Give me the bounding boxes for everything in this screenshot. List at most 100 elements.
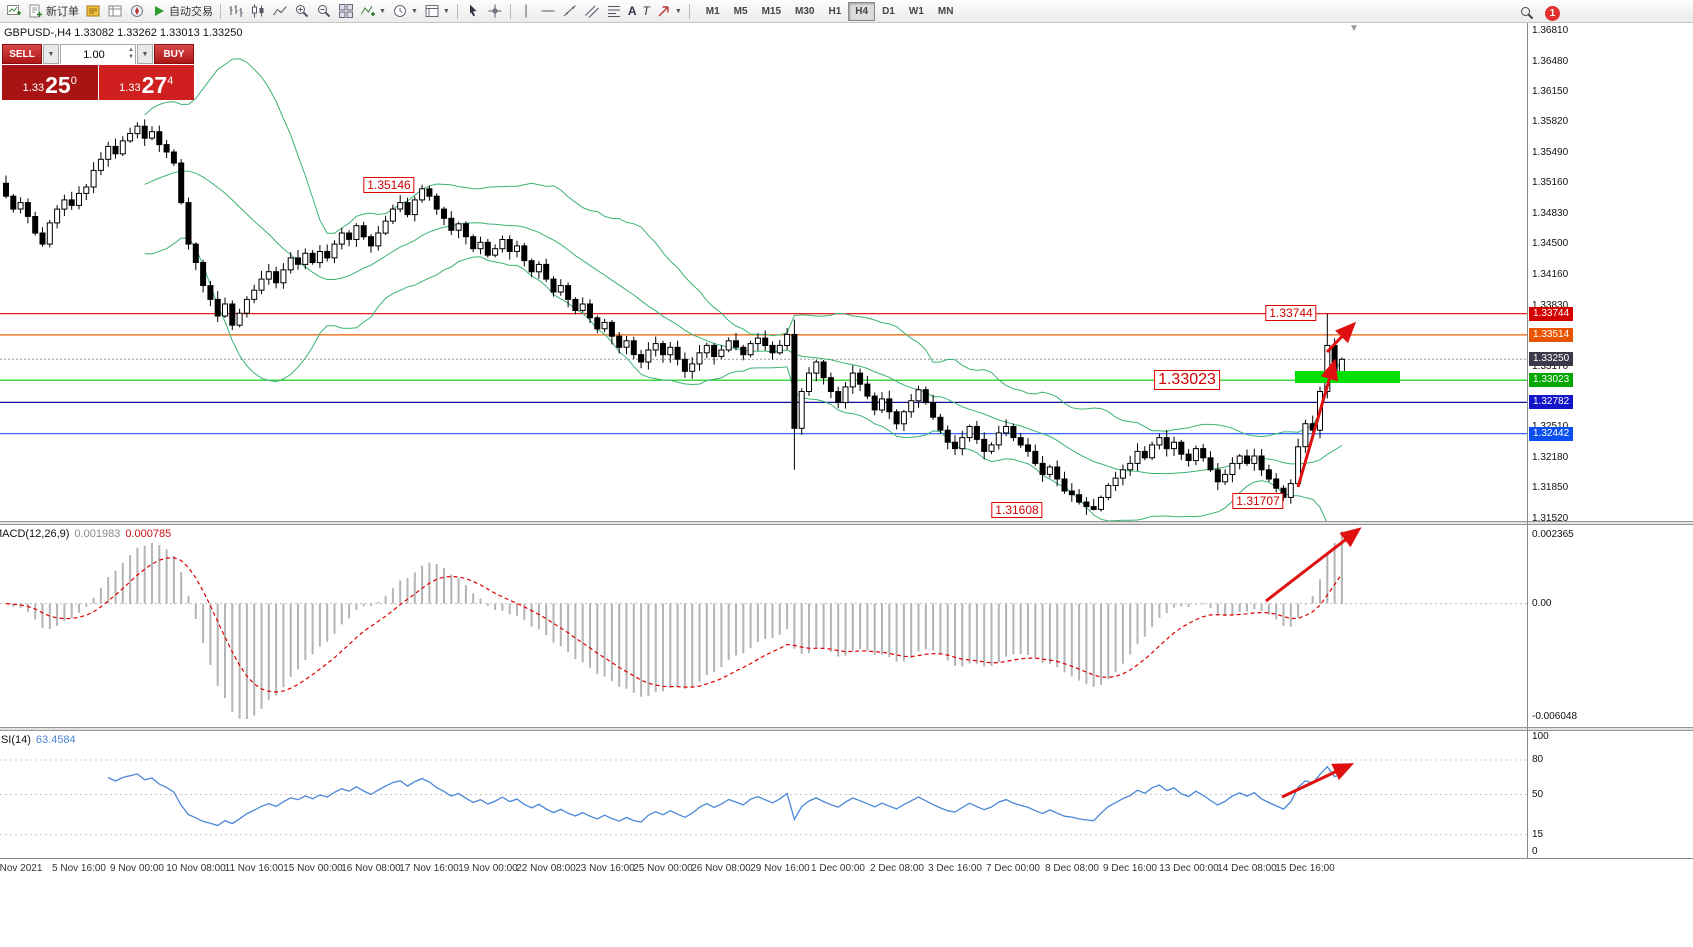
time-axis-label: 3 Dec 16:00: [928, 863, 982, 874]
candle-body: [973, 426, 980, 440]
candle-body: [1309, 423, 1316, 431]
new-chart-button[interactable]: [3, 1, 25, 21]
candle-body: [127, 133, 134, 142]
candle-body: [1251, 455, 1258, 464]
candle-body: [1258, 455, 1265, 471]
crosshair-button[interactable]: [484, 1, 506, 21]
candle-body: [506, 239, 513, 252]
tf-button-m30[interactable]: M30: [795, 5, 815, 17]
zoom-out-button[interactable]: [313, 1, 335, 21]
candle-body: [1244, 455, 1250, 464]
tf-button-m15[interactable]: M15: [761, 5, 782, 17]
candle-body: [251, 289, 258, 300]
candle-body: [1324, 344, 1331, 392]
chart-shift-marker[interactable]: ▼: [1349, 23, 1359, 34]
line-chart-button[interactable]: [269, 1, 291, 21]
text-label-button[interactable]: T: [639, 1, 652, 21]
candle-body: [214, 298, 221, 317]
sell-button[interactable]: SELL: [2, 44, 42, 64]
candle-body: [1200, 448, 1207, 459]
tf-button-d1[interactable]: D1: [882, 5, 895, 17]
candle-body: [594, 317, 601, 330]
chevron-down-icon: ▼: [442, 7, 450, 15]
navigator-button[interactable]: [126, 1, 148, 21]
price-chart[interactable]: [0, 23, 1527, 521]
candle-body: [375, 232, 382, 247]
candle-body: [922, 389, 929, 404]
time-axis[interactable]: Nov 2021 5 Nov 16:00 9 Nov 00:00 10 Nov 08:…: [0, 858, 1693, 879]
panel-splitter[interactable]: [0, 521, 1693, 525]
horizontal-line-button[interactable]: [537, 1, 559, 21]
macd-panel[interactable]: [0, 525, 1527, 727]
tf-button-h4[interactable]: H4: [848, 1, 876, 21]
candle-body: [229, 303, 236, 326]
zoom-in-button[interactable]: [291, 1, 313, 21]
tf-button-m5[interactable]: M5: [733, 5, 748, 17]
indicators-button[interactable]: ▼: [357, 1, 389, 21]
data-window-button[interactable]: [104, 1, 126, 21]
annotation-price-label[interactable]: 1.35146: [363, 177, 415, 193]
market-watch-button[interactable]: [82, 1, 104, 21]
candle-body: [192, 243, 199, 264]
trendline-button[interactable]: [559, 1, 581, 21]
panel-splitter[interactable]: [0, 727, 1693, 731]
candle-body: [1302, 423, 1309, 448]
buy-price-display[interactable]: 1.33 27 4: [98, 65, 194, 100]
time-axis-label: 25 Nov 00:00: [633, 863, 693, 874]
tf-button-mn[interactable]: MN: [937, 5, 954, 17]
annotation-price-label[interactable]: 1.33023: [1154, 370, 1220, 390]
candle-body: [1090, 506, 1097, 510]
macd-readout: MACD(12,26,9) 0.001983 0.000785: [0, 528, 171, 540]
rsi-panel[interactable]: [0, 731, 1527, 858]
periods-button[interactable]: ▼: [389, 1, 421, 21]
annotation-price-label[interactable]: 1.33744: [1265, 305, 1317, 321]
candle-body: [630, 340, 637, 356]
buy-button[interactable]: BUY: [154, 44, 194, 64]
candle-body: [1046, 466, 1053, 475]
tf-button-h1[interactable]: H1: [828, 5, 842, 17]
candle-body: [652, 343, 659, 351]
channel-button[interactable]: [581, 1, 603, 21]
arrows-button[interactable]: ▼: [653, 1, 685, 21]
notification-badge[interactable]: 1: [1545, 5, 1560, 21]
candlestick-chart-button[interactable]: [247, 1, 269, 21]
text-button[interactable]: A: [625, 1, 640, 21]
candle-body: [477, 241, 484, 250]
vertical-line-button[interactable]: [515, 1, 537, 21]
fibonacci-button[interactable]: [603, 1, 625, 21]
price-scale[interactable]: 1.36810 1.36480 1.36150 1.35820 1.35490 1.351…: [1528, 23, 1693, 524]
highlight-rectangle[interactable]: [1295, 371, 1400, 383]
annotation-price-label[interactable]: 1.31608: [991, 502, 1043, 518]
rsi-scale-label: 15: [1532, 829, 1544, 840]
price-scale-label: 1.36480: [1532, 56, 1569, 67]
toolbar-separator: [688, 3, 690, 19]
candle-body: [952, 441, 958, 450]
candle-body: [273, 271, 280, 284]
new-order-button[interactable]: 新订单: [25, 1, 82, 21]
time-axis-label: 8 Dec 08:00: [1045, 863, 1099, 874]
candle-body: [857, 372, 864, 385]
tile-windows-icon: [339, 4, 353, 18]
sell-options-dropdown[interactable]: ▼: [43, 44, 59, 64]
sell-price-display[interactable]: 1.33 25 0: [2, 65, 98, 100]
auto-trading-button[interactable]: 自动交易: [148, 1, 216, 21]
tf-button-w1[interactable]: W1: [908, 5, 924, 17]
buy-options-dropdown[interactable]: ▼: [137, 44, 153, 64]
tile-windows-button[interactable]: [335, 1, 357, 21]
candle-body: [287, 257, 294, 271]
candle-body: [681, 358, 688, 372]
data-window-icon: [108, 5, 122, 17]
volume-input[interactable]: [61, 46, 135, 64]
templates-button[interactable]: ▼: [421, 1, 453, 21]
indicators-icon: [361, 5, 375, 16]
annotation-price-label[interactable]: 1.31707: [1232, 493, 1284, 509]
volume-spinner[interactable]: ▲ ▼: [128, 45, 134, 63]
search-button[interactable]: [1516, 3, 1538, 23]
tf-button-m1[interactable]: M1: [705, 5, 720, 17]
bar-chart-button[interactable]: [225, 1, 247, 21]
macd-value-main: 0.001983: [74, 528, 121, 540]
chevron-down-icon: ▼: [47, 50, 55, 58]
price-scale-label: 1.33830: [1532, 300, 1569, 311]
candle-body: [908, 400, 915, 413]
cursor-button[interactable]: [462, 1, 484, 21]
